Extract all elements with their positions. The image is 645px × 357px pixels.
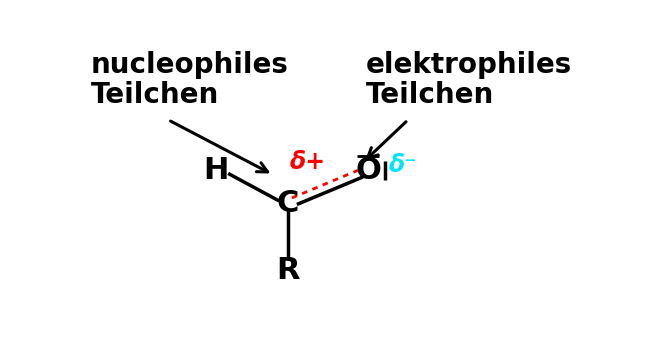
- Text: C: C: [277, 189, 299, 218]
- Text: δ+: δ+: [290, 150, 326, 175]
- Text: nucleophiles
Teilchen: nucleophiles Teilchen: [90, 51, 288, 109]
- Text: O: O: [355, 156, 381, 185]
- Text: elektrophiles
Teilchen: elektrophiles Teilchen: [366, 51, 572, 109]
- Text: H: H: [203, 156, 228, 185]
- Text: R: R: [276, 256, 300, 286]
- Text: δ⁻: δ⁻: [389, 153, 417, 177]
